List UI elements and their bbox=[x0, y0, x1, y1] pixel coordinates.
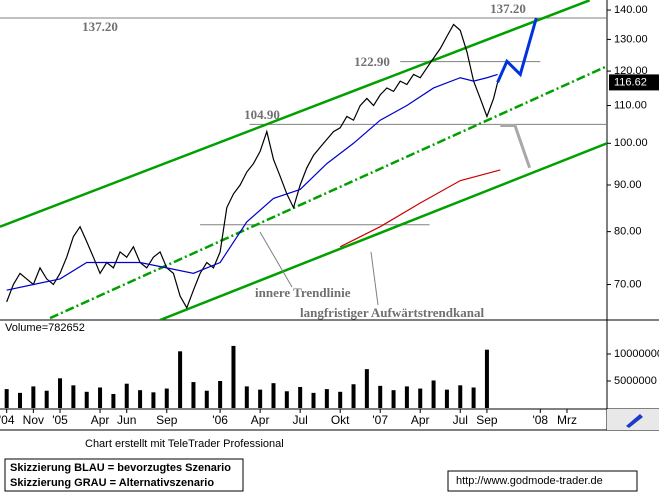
x-tick-label: Jun bbox=[117, 413, 136, 427]
channel-line bbox=[159, 142, 607, 320]
level-label: 137.20 bbox=[490, 1, 526, 16]
y-tick-label: 80.00 bbox=[614, 226, 642, 238]
series-line bbox=[6, 73, 498, 291]
volume-bar bbox=[258, 389, 263, 408]
volume-bar bbox=[431, 380, 436, 408]
volume-bar bbox=[404, 386, 409, 408]
volume-bar bbox=[111, 393, 116, 408]
x-tick-label: Mrz bbox=[557, 413, 577, 427]
series-line bbox=[339, 169, 501, 248]
tool-box[interactable] bbox=[607, 409, 659, 430]
x-tick-label: '07 bbox=[372, 413, 388, 427]
y-tick-label: 90.00 bbox=[614, 179, 642, 191]
volume-bar bbox=[471, 387, 476, 408]
x-tick-label: Apr bbox=[91, 413, 110, 427]
x-tick-label: '08 bbox=[532, 413, 548, 427]
volume-bar bbox=[138, 390, 143, 408]
volume-bar bbox=[484, 349, 489, 408]
x-tick-label: Sep bbox=[476, 413, 498, 427]
volume-bar bbox=[18, 392, 23, 408]
volume-bar bbox=[378, 385, 383, 408]
y-tick-label: 110.00 bbox=[614, 99, 647, 111]
volume-bar bbox=[284, 391, 289, 408]
x-tick-label: Apr bbox=[251, 413, 270, 427]
x-tick-label: '06 bbox=[212, 413, 228, 427]
volume-bar bbox=[204, 390, 209, 408]
overlay: 140.00 130.00 120.00 110.00 100.00 90.00 80.00… bbox=[0, 1, 659, 427]
volume-bar bbox=[84, 391, 89, 408]
x-tick-label: Okt bbox=[331, 413, 350, 427]
x-tick-label: Sep bbox=[156, 413, 178, 427]
y-tick-label: 100.00 bbox=[614, 137, 648, 149]
volume-bar bbox=[191, 382, 196, 408]
y-tick-label: 10000000 bbox=[614, 348, 659, 360]
volume-bar bbox=[4, 389, 9, 408]
volume-title: Volume=782652 bbox=[5, 322, 85, 334]
volume-bar bbox=[231, 345, 236, 408]
series-line bbox=[496, 17, 538, 84]
volume-bar bbox=[271, 383, 276, 408]
annotation: innere Trendlinie bbox=[255, 285, 351, 300]
volume-bar bbox=[364, 369, 369, 408]
legend-gray: Skizzierung GRAU = Alternativszenario bbox=[10, 477, 214, 489]
volume-bar bbox=[98, 387, 103, 408]
volume-bar bbox=[338, 391, 343, 408]
volume-bar bbox=[418, 388, 423, 408]
level-label: 122.90 bbox=[354, 54, 390, 69]
credit: Chart erstellt mit TeleTrader Profession… bbox=[85, 438, 284, 450]
x-tick-label: Apr bbox=[411, 413, 430, 427]
volume-bar bbox=[444, 389, 449, 408]
volume-bar bbox=[151, 392, 156, 408]
annotation-arrow bbox=[370, 251, 379, 306]
url[interactable]: http://www.godmode-trader.de bbox=[456, 475, 603, 487]
pencil-icon[interactable] bbox=[626, 414, 643, 428]
volume-bar bbox=[244, 386, 249, 408]
last-value-box bbox=[609, 74, 659, 91]
y-tick-label: 5000000 bbox=[614, 375, 657, 387]
volume-bar bbox=[458, 385, 463, 408]
volume-bar bbox=[164, 388, 169, 408]
volume-bar bbox=[31, 386, 36, 408]
price-plot bbox=[0, 0, 607, 320]
volume-bar bbox=[44, 390, 49, 408]
x-tick-label: '04 bbox=[0, 413, 15, 427]
y-tick-label: 130.00 bbox=[614, 33, 648, 45]
volume-bar bbox=[71, 385, 76, 408]
volume-bar bbox=[218, 381, 223, 408]
volume-bar bbox=[124, 383, 129, 408]
volume-bar bbox=[58, 378, 63, 408]
y-tick-label: 70.00 bbox=[614, 278, 642, 290]
x-tick-label: Jul bbox=[453, 413, 468, 427]
volume-bar bbox=[391, 390, 396, 408]
volume-bar bbox=[298, 386, 303, 408]
volume-bar bbox=[351, 384, 356, 408]
y-tick-label: 120.00 bbox=[614, 65, 648, 77]
level-label: 104.90 bbox=[244, 107, 280, 122]
url-box[interactable] bbox=[447, 470, 638, 492]
x-tick-label: '05 bbox=[52, 413, 68, 427]
legend-blue: Skizzierung BLAU = bevorzugtes Szenario bbox=[10, 462, 231, 474]
annotation-arrow bbox=[259, 231, 293, 288]
x-tick-label: Nov bbox=[23, 413, 44, 427]
series-line bbox=[6, 23, 499, 310]
series-line bbox=[500, 123, 532, 169]
x-tick-label: Jul bbox=[292, 413, 307, 427]
volume-bar bbox=[178, 351, 183, 408]
annotation: langfristiger Aufwärtstrendkanal bbox=[300, 305, 484, 320]
legend-box bbox=[4, 458, 244, 492]
volume-bar bbox=[311, 392, 316, 408]
last-value: 116.62 bbox=[614, 76, 647, 88]
channel-line bbox=[0, 0, 591, 228]
volume-bar bbox=[324, 389, 329, 408]
level-label: 137.20 bbox=[82, 19, 118, 34]
y-tick-label: 140.00 bbox=[614, 4, 648, 16]
